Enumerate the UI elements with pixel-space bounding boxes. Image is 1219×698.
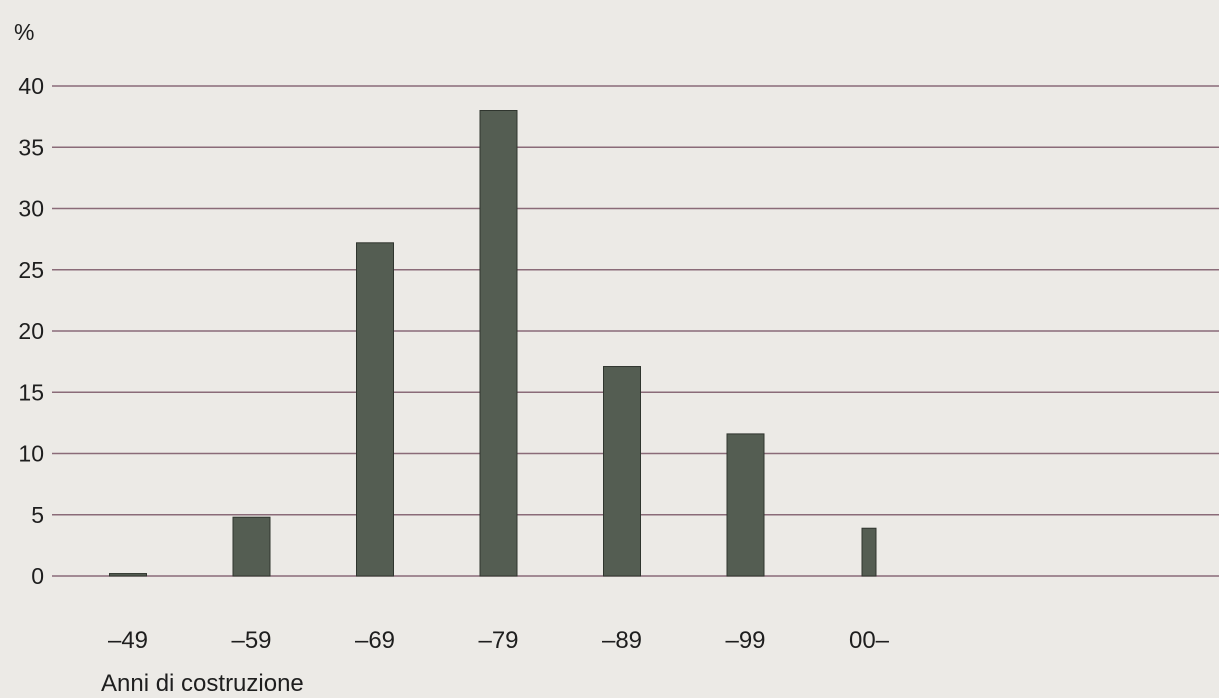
bar — [726, 433, 765, 577]
x-category-label: –49 — [108, 627, 148, 654]
y-tick-label: 0 — [31, 563, 44, 589]
x-category-label: –89 — [602, 627, 642, 654]
y-tick-label: 35 — [18, 134, 44, 160]
bar — [603, 366, 641, 577]
bar — [232, 516, 271, 577]
bar — [861, 527, 877, 577]
y-tick-label: 15 — [18, 379, 44, 405]
bar — [109, 573, 147, 577]
y-tick-label: 20 — [18, 318, 44, 344]
y-tick-label: 40 — [18, 73, 44, 99]
x-axis-title: Anni di costruzione — [101, 670, 304, 697]
y-tick-labels: 0 5 10 15 20 25 30 35 40 — [18, 73, 44, 589]
x-category-label: –99 — [725, 627, 765, 654]
y-tick-label: 25 — [18, 257, 44, 283]
y-tick-label: 5 — [31, 502, 44, 528]
bars — [109, 110, 877, 577]
y-tick-label: 30 — [18, 196, 44, 222]
category-labels: –49 –59 –69 –79 –89 –99 00– — [108, 627, 890, 654]
bar — [356, 242, 394, 577]
x-category-label: –59 — [231, 627, 271, 654]
x-category-label: –69 — [355, 627, 395, 654]
bar — [479, 110, 518, 577]
x-category-label: –79 — [478, 627, 518, 654]
x-category-label: 00– — [849, 627, 890, 654]
y-tick-label: 10 — [18, 441, 44, 467]
grid-lines — [52, 85, 1219, 577]
y-axis-unit-label: % — [14, 19, 34, 45]
